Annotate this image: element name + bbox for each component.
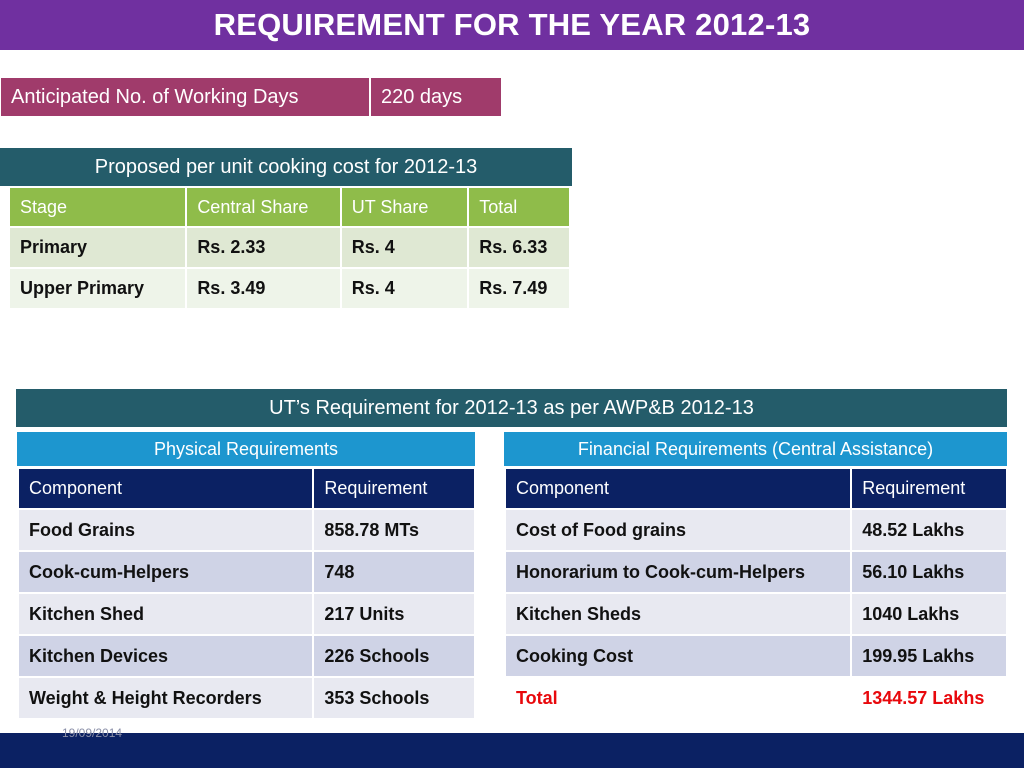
table-row: Upper Primary Rs. 3.49 Rs. 4 Rs. 7.49 — [7, 267, 571, 310]
table-cell: Cooking Cost — [503, 634, 853, 678]
table-cell: Weight & Height Recorders — [16, 676, 315, 720]
table-cell: Kitchen Sheds — [503, 592, 853, 636]
physical-requirements-header: Physical Requirements — [17, 432, 475, 466]
table-cell: 226 Schools — [312, 634, 476, 678]
table-cell: Rs. 7.49 — [467, 267, 571, 310]
column-header: Stage — [7, 186, 188, 228]
table-cell: Rs. 6.33 — [467, 226, 571, 269]
table-cell: Rs. 4 — [339, 226, 470, 269]
table-cell: 56.10 Lakhs — [850, 550, 1008, 594]
column-header: Requirement — [312, 467, 476, 510]
table-row: Cost of Food grains 48.52 Lakhs — [503, 508, 1008, 552]
table-row: Kitchen Devices 226 Schools — [16, 634, 476, 678]
column-header: Component — [503, 467, 853, 510]
table-cell: Cook-cum-Helpers — [16, 550, 315, 594]
table-row: Honorarium to Cook-cum-Helpers 56.10 Lak… — [503, 550, 1008, 594]
table-cell: Rs. 4 — [339, 267, 470, 310]
column-header: Total — [467, 186, 571, 228]
table-cell: 748 — [312, 550, 476, 594]
table-cell: Kitchen Shed — [16, 592, 315, 636]
column-header: UT Share — [339, 186, 470, 228]
working-days-label: Anticipated No. of Working Days — [1, 78, 371, 116]
table-header-row: Stage Central Share UT Share Total — [7, 186, 571, 228]
working-days-box: Anticipated No. of Working Days 220 days — [1, 78, 501, 116]
slide-title: REQUIREMENT FOR THE YEAR 2012-13 — [0, 0, 1024, 50]
working-days-value: 220 days — [371, 78, 501, 116]
table-cell: 48.52 Lakhs — [850, 508, 1008, 552]
footer-bar — [0, 733, 1024, 768]
total-value: 1344.57 Lakhs — [850, 676, 1008, 720]
table-header-row: Component Requirement — [503, 467, 1008, 510]
table-row: Food Grains 858.78 MTs — [16, 508, 476, 552]
table-cell: Primary — [7, 226, 188, 269]
table-row: Weight & Height Recorders 353 Schools — [16, 676, 476, 720]
table-cell: Upper Primary — [7, 267, 188, 310]
cooking-cost-table: Stage Central Share UT Share Total Prima… — [7, 186, 571, 310]
table-row: Kitchen Shed 217 Units — [16, 592, 476, 636]
table-cell: 217 Units — [312, 592, 476, 636]
table-cell: 199.95 Lakhs — [850, 634, 1008, 678]
table-cell: Kitchen Devices — [16, 634, 315, 678]
table-header-row: Component Requirement — [16, 467, 476, 510]
table-row: Cook-cum-Helpers 748 — [16, 550, 476, 594]
financial-requirements-table: Component Requirement Cost of Food grain… — [503, 467, 1008, 720]
total-label: Total — [503, 676, 853, 720]
column-header: Central Share — [185, 186, 342, 228]
table-cell: Honorarium to Cook-cum-Helpers — [503, 550, 853, 594]
table-cell: Rs. 2.33 — [185, 226, 342, 269]
table-cell: 858.78 MTs — [312, 508, 476, 552]
column-header: Requirement — [850, 467, 1008, 510]
cost-section-header: Proposed per unit cooking cost for 2012-… — [0, 148, 572, 186]
table-row: Primary Rs. 2.33 Rs. 4 Rs. 6.33 — [7, 226, 571, 269]
table-row: Kitchen Sheds 1040 Lakhs — [503, 592, 1008, 636]
table-cell: Food Grains — [16, 508, 315, 552]
physical-requirements-table: Component Requirement Food Grains 858.78… — [16, 467, 476, 720]
table-cell: Rs. 3.49 — [185, 267, 342, 310]
table-cell: 353 Schools — [312, 676, 476, 720]
footer-date: 19/09/2014 — [62, 726, 123, 740]
financial-requirements-header: Financial Requirements (Central Assistan… — [504, 432, 1007, 466]
table-cell: Cost of Food grains — [503, 508, 853, 552]
total-row: Total 1344.57 Lakhs — [503, 676, 1008, 720]
column-header: Component — [16, 467, 315, 510]
table-row: Cooking Cost 199.95 Lakhs — [503, 634, 1008, 678]
table-cell: 1040 Lakhs — [850, 592, 1008, 636]
requirement-section-header: UT’s Requirement for 2012-13 as per AWP&… — [16, 389, 1007, 427]
